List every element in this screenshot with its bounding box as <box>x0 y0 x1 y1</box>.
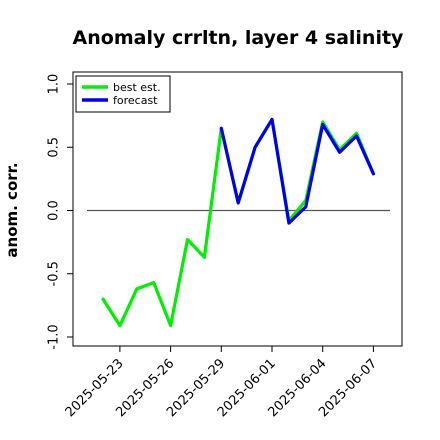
series-line-best-est <box>101 117 375 328</box>
y-tick-label: 0.5 <box>47 137 62 158</box>
chart-title: Anomaly crrltn, layer 4 salinity <box>73 27 404 49</box>
series-line-forecast <box>219 117 375 225</box>
y-tick-label: 0.0 <box>47 200 62 221</box>
plot-frame <box>72 71 403 347</box>
legend-label: forecast <box>113 94 158 107</box>
legend-box <box>75 75 171 113</box>
y-tick-label: 1.0 <box>47 74 62 95</box>
plot-area: -1.0-0.50.00.51.02025-05-232025-05-26202… <box>47 71 403 420</box>
legend-label: best est. <box>113 81 161 94</box>
y-tick-label: -0.5 <box>47 261 62 286</box>
y-tick-label: -1.0 <box>47 324 62 349</box>
y-axis-label: anom. corr. <box>3 162 21 257</box>
